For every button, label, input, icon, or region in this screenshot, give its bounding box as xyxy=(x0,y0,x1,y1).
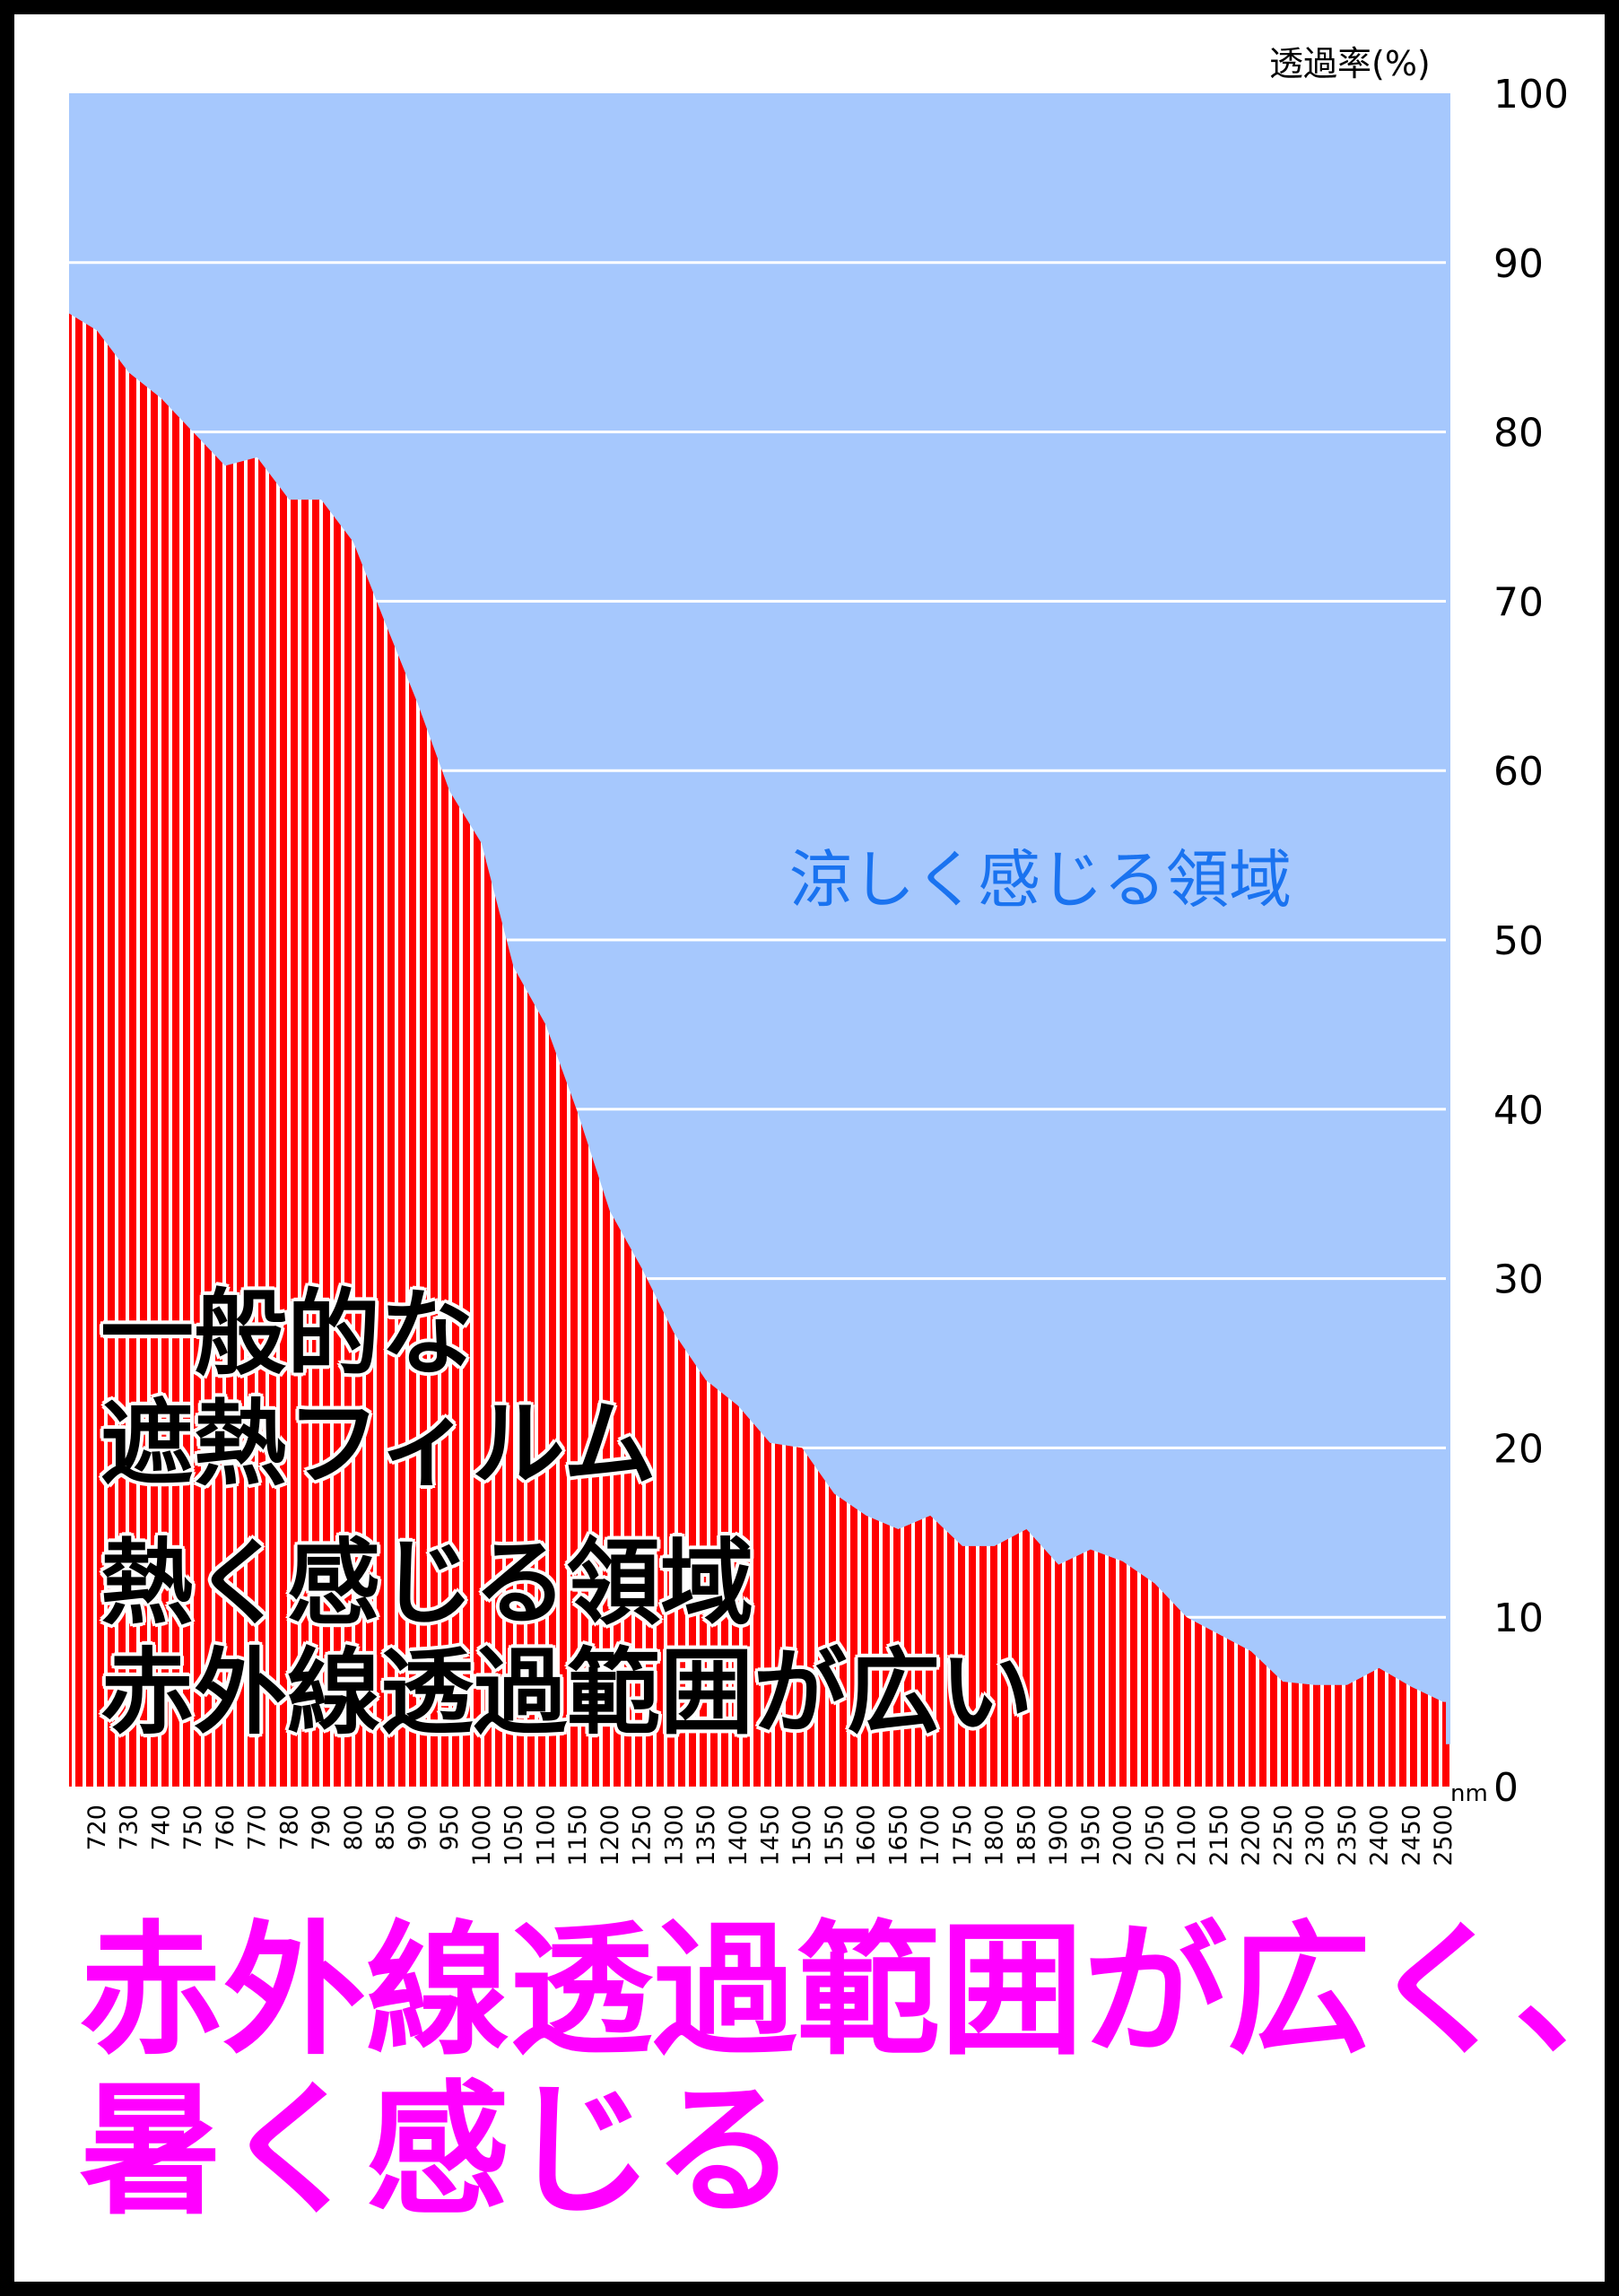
cool-region-label: 涼しく感じる領域 xyxy=(789,843,1292,917)
x-tick-label: 2500 xyxy=(1430,1805,1458,1866)
x-tick-label: 900 xyxy=(404,1805,431,1851)
x-tick-label: 1850 xyxy=(1013,1805,1040,1866)
x-tick-label: 1800 xyxy=(981,1805,1009,1866)
x-tick-label: 1400 xyxy=(725,1805,753,1866)
x-tick-label: 800 xyxy=(340,1805,368,1851)
x-tick-label: 950 xyxy=(436,1805,464,1851)
x-tick-label: 750 xyxy=(179,1805,207,1851)
x-tick-label: 2400 xyxy=(1366,1805,1394,1866)
x-tick-label: 2300 xyxy=(1301,1805,1329,1866)
y-tick-label: 80 xyxy=(1493,411,1544,457)
x-tick-label: 790 xyxy=(308,1805,335,1851)
x-tick-label: 1300 xyxy=(660,1805,688,1866)
y-tick-label: 30 xyxy=(1493,1257,1544,1303)
x-tick-label: 1700 xyxy=(917,1805,944,1866)
x-tick-label: 2050 xyxy=(1141,1805,1169,1866)
x-tick-label: 2200 xyxy=(1238,1805,1266,1866)
x-tick-label: 1650 xyxy=(884,1805,912,1866)
x-tick-label: 760 xyxy=(212,1805,239,1851)
x-tick-label: 850 xyxy=(372,1805,400,1851)
y-tick-label: 70 xyxy=(1493,579,1544,625)
y-tick-label: 90 xyxy=(1493,241,1544,287)
y-tick-label: 40 xyxy=(1493,1088,1544,1134)
y-tick-label: 0 xyxy=(1493,1765,1519,1811)
x-tick-label: 1750 xyxy=(949,1805,977,1866)
x-tick-label: 720 xyxy=(83,1805,111,1851)
hot-label-line-1: 一般的な xyxy=(100,1279,474,1388)
y-tick-label: 10 xyxy=(1493,1596,1544,1641)
x-tick-label: 1350 xyxy=(692,1805,720,1866)
x-tick-label: 2100 xyxy=(1173,1805,1201,1866)
x-tick-label: 740 xyxy=(147,1805,175,1851)
x-tick-label: 1450 xyxy=(757,1805,785,1866)
x-tick-label: 1150 xyxy=(564,1805,592,1866)
x-tick-label: 1550 xyxy=(821,1805,849,1866)
hot-label-line-2: 遮熱フィルム xyxy=(100,1389,657,1499)
hot-label-line-4: 赤外線透過範囲が広い xyxy=(100,1638,1034,1747)
x-tick-label: 1500 xyxy=(788,1805,816,1866)
transmittance-area xyxy=(69,313,1450,1787)
y-tick-label: 50 xyxy=(1493,918,1544,964)
x-tick-label: 1250 xyxy=(629,1805,657,1866)
x-tick-label: 1600 xyxy=(853,1805,881,1866)
x-tick-label: 770 xyxy=(244,1805,272,1851)
x-tick-label: 1950 xyxy=(1077,1805,1105,1866)
x-tick-label: 1000 xyxy=(468,1805,496,1866)
x-unit-label: nm xyxy=(1450,1780,1488,1807)
x-tick-label: 2000 xyxy=(1110,1805,1137,1866)
x-tick-label: 1200 xyxy=(596,1805,624,1866)
x-tick-label: 1900 xyxy=(1045,1805,1073,1866)
x-tick-label: 2350 xyxy=(1334,1805,1362,1866)
y-tick-label: 20 xyxy=(1493,1426,1544,1472)
headline-line-2: 暑く感じる xyxy=(79,2066,797,2234)
x-tick-label: 2450 xyxy=(1397,1805,1425,1866)
x-tick-label: 2150 xyxy=(1206,1805,1233,1866)
y-tick-label: 100 xyxy=(1493,72,1569,117)
headline-line-1: 赤外線透過範囲が広く、 xyxy=(79,1907,1619,2074)
y-tick-label: 60 xyxy=(1493,749,1544,795)
x-tick-label: 780 xyxy=(275,1805,303,1851)
x-tick-label: 1100 xyxy=(532,1805,560,1866)
x-tick-label: 1050 xyxy=(500,1805,528,1866)
hot-label-line-3: 熱く感じる領域 xyxy=(100,1528,754,1638)
y-axis-title: 透過率(%) xyxy=(1269,44,1431,83)
x-tick-label: 2250 xyxy=(1269,1805,1297,1866)
x-tick-label: 730 xyxy=(116,1805,144,1851)
